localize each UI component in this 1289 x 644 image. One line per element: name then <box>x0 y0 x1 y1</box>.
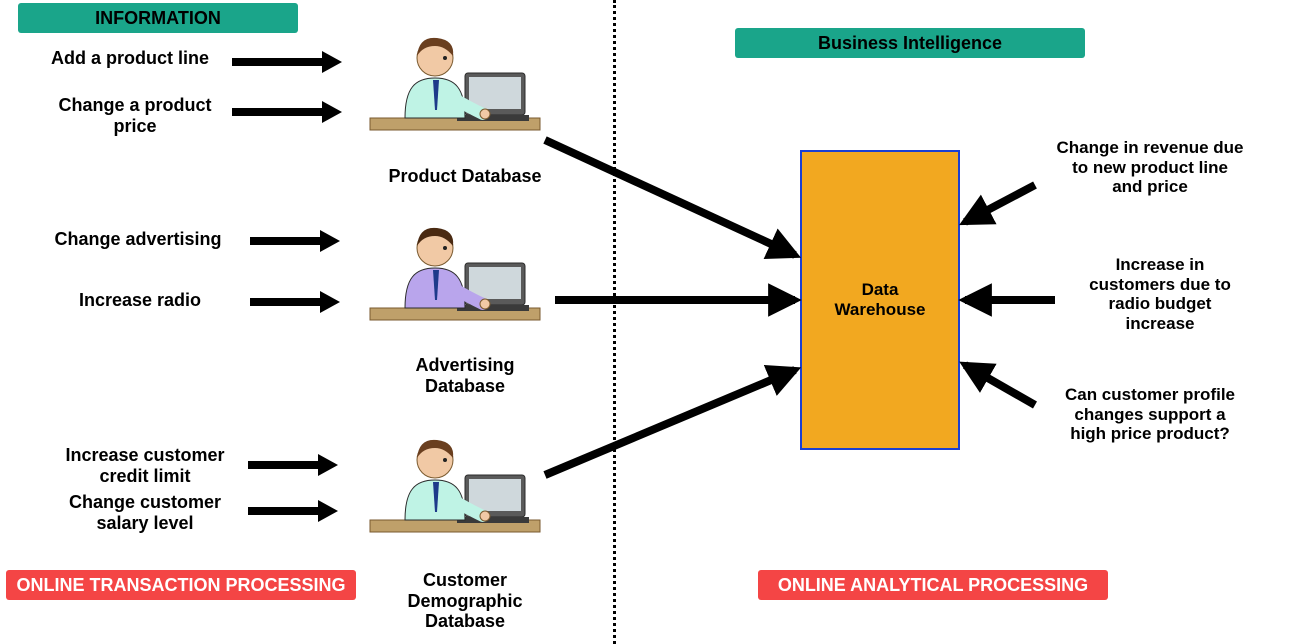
change-advertising-arrow <box>250 234 340 248</box>
advertising-database-caption: Advertising Database <box>365 355 565 396</box>
insight-arrow-profile-support <box>965 365 1035 405</box>
increase-credit-limit-label: Increase customer credit limit <box>50 445 240 486</box>
increase-radio-arrow <box>250 295 340 309</box>
person-at-computer-icon <box>365 18 545 153</box>
add-product-line-label: Add a product line <box>30 48 230 69</box>
vertical-divider <box>613 0 616 644</box>
customers-increase-label: Increase in customers due to radio budge… <box>1060 255 1260 333</box>
profile-support-label: Can customer profile changes support a h… <box>1035 385 1265 444</box>
oltp-banner: ONLINE TRANSACTION PROCESSING <box>6 570 356 600</box>
increase-radio-label: Increase radio <box>55 290 225 311</box>
flow-arrow-product-database <box>545 140 795 255</box>
person-at-computer-icon <box>365 420 545 555</box>
business-intelligence-banner: Business Intelligence <box>735 28 1085 58</box>
change-product-price-label: Change a product price <box>40 95 230 136</box>
data-warehouse-box: Data Warehouse <box>800 150 960 450</box>
change-product-price-arrow <box>232 105 342 119</box>
increase-credit-limit-arrow <box>248 458 338 472</box>
product-database-caption: Product Database <box>365 166 565 187</box>
change-advertising-label: Change advertising <box>38 229 238 250</box>
add-product-line-arrow <box>232 55 342 69</box>
information-banner: INFORMATION <box>18 3 298 33</box>
diagram-stage: INFORMATION Business Intelligence ONLINE… <box>0 0 1289 644</box>
olap-banner: ONLINE ANALYTICAL PROCESSING <box>758 570 1108 600</box>
customer-database-caption: Customer Demographic Database <box>365 570 565 632</box>
revenue-change-label: Change in revenue due to new product lin… <box>1035 138 1265 197</box>
flow-arrow-customer-database <box>545 370 795 475</box>
insight-arrow-revenue-change <box>965 185 1035 222</box>
product-database-icon <box>365 18 545 153</box>
customer-database-icon <box>365 420 545 555</box>
advertising-database-icon <box>365 208 545 343</box>
change-salary-level-label: Change customer salary level <box>50 492 240 533</box>
person-at-computer-icon <box>365 208 545 343</box>
change-salary-level-arrow <box>248 504 338 518</box>
